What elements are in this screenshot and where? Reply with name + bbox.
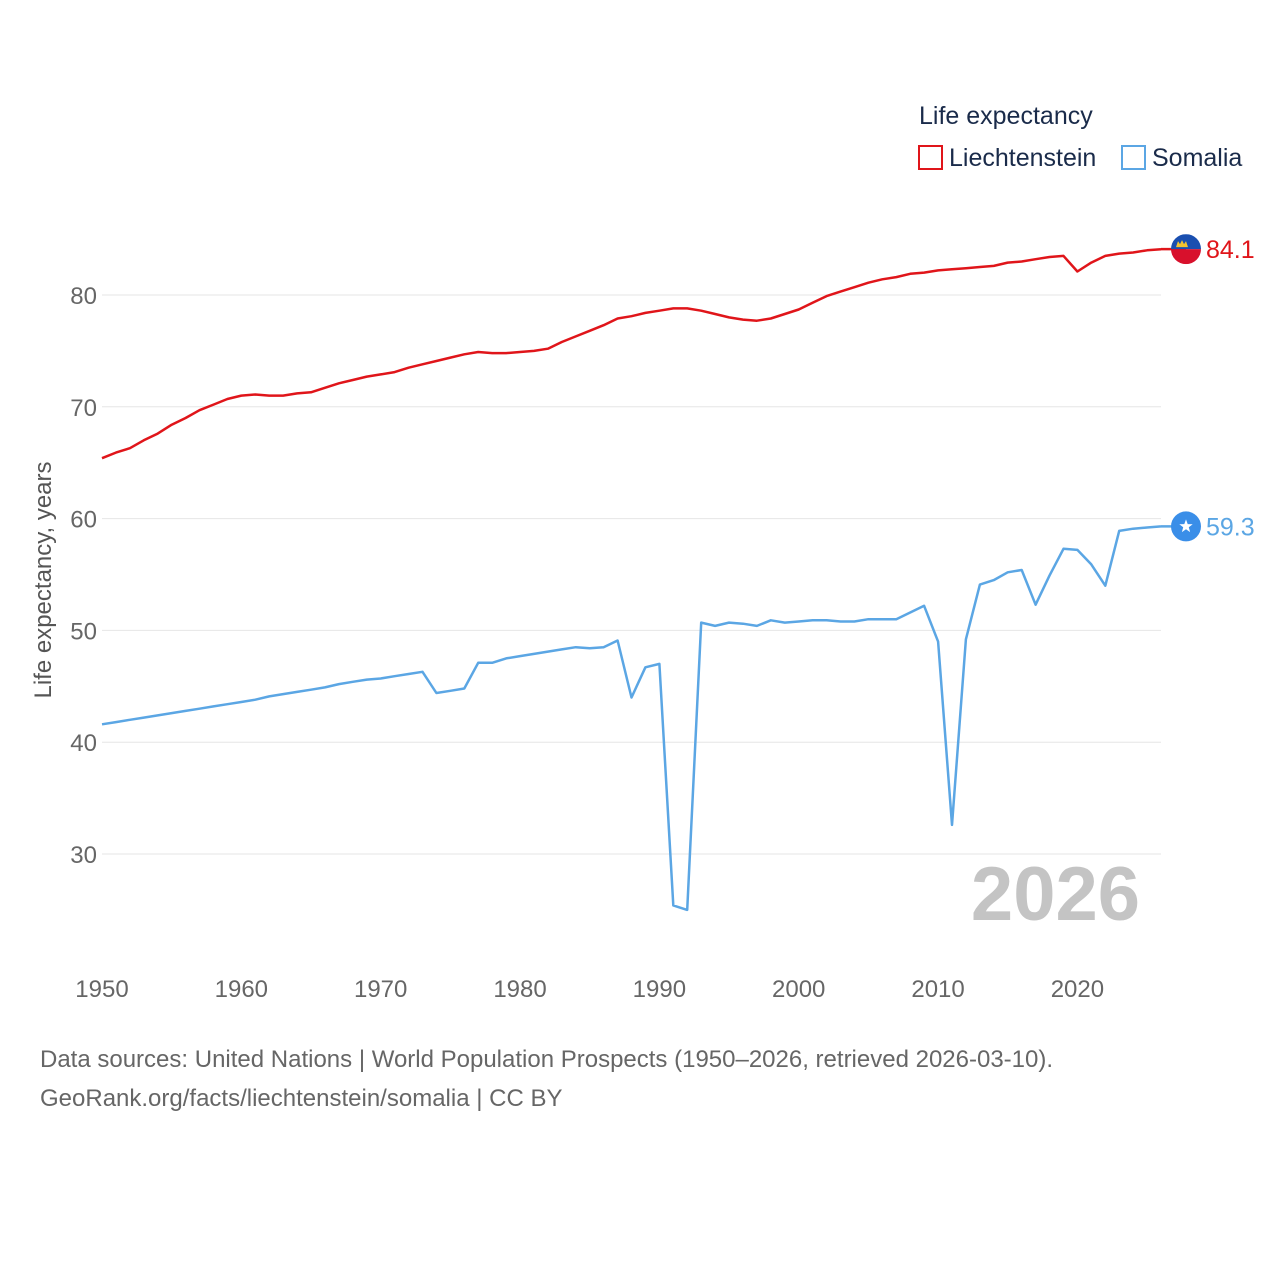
gridlines [102,294,1161,855]
x-tick-label-1980: 1980 [493,976,546,1003]
x-tick-label-1950: 1950 [75,976,128,1003]
y-tick-label-60: 60 [70,507,97,534]
legend-swatch-liechtenstein [918,145,943,170]
legend-item-somalia[interactable]: Somalia [1121,144,1242,172]
x-tick-label-1960: 1960 [215,976,268,1003]
x-tick-label-2010: 2010 [911,976,964,1003]
data-sources-text: Data sources: United Nations | World Pop… [40,1046,1054,1073]
x-tick-label-1970: 1970 [354,976,407,1003]
x-axis-tick-labels: 1950 1960 1970 1980 1990 2000 2010 2020 [75,976,1104,1003]
x-tick-label-2020: 2020 [1051,976,1104,1003]
source-footer: Data sources: United Nations | World Pop… [40,1040,1260,1118]
y-tick-label-80: 80 [70,283,97,310]
end-value-label-liechtenstein: 84.1 [1206,236,1255,264]
y-tick-label-70: 70 [70,395,97,422]
legend-swatch-somalia [1121,145,1146,170]
legend-label-liechtenstein: Liechtenstein [949,144,1096,172]
legend-label-somalia: Somalia [1152,144,1242,172]
liechtenstein-flag-icon [1171,234,1201,265]
end-value-label-somalia: 59.3 [1206,513,1255,541]
y-axis-title: Life expectancy, years [30,461,57,698]
series-lines [101,247,1162,912]
y-tick-label-50: 50 [70,618,97,645]
y-axis-tick-labels: 30 40 50 60 70 80 [70,283,97,869]
legend-item-liechtenstein[interactable]: Liechtenstein [918,144,1096,172]
credit-text: GeoRank.org/facts/liechtenstein/somalia … [40,1085,563,1112]
somalia-flag-icon [1171,511,1201,542]
x-tick-label-1990: 1990 [633,976,686,1003]
y-tick-label-40: 40 [70,730,97,757]
series-end-markers: 84.1 59.3 [1161,234,1255,542]
series-line-liechtenstein[interactable] [101,247,1162,460]
y-tick-label-30: 30 [70,842,97,869]
x-tick-label-2000: 2000 [772,976,825,1003]
series-line-somalia[interactable] [101,525,1162,912]
legend: Life expectancy Liechtenstein Somalia [918,102,1242,172]
year-watermark: 2026 [971,852,1140,937]
legend-title: Life expectancy [919,102,1093,130]
